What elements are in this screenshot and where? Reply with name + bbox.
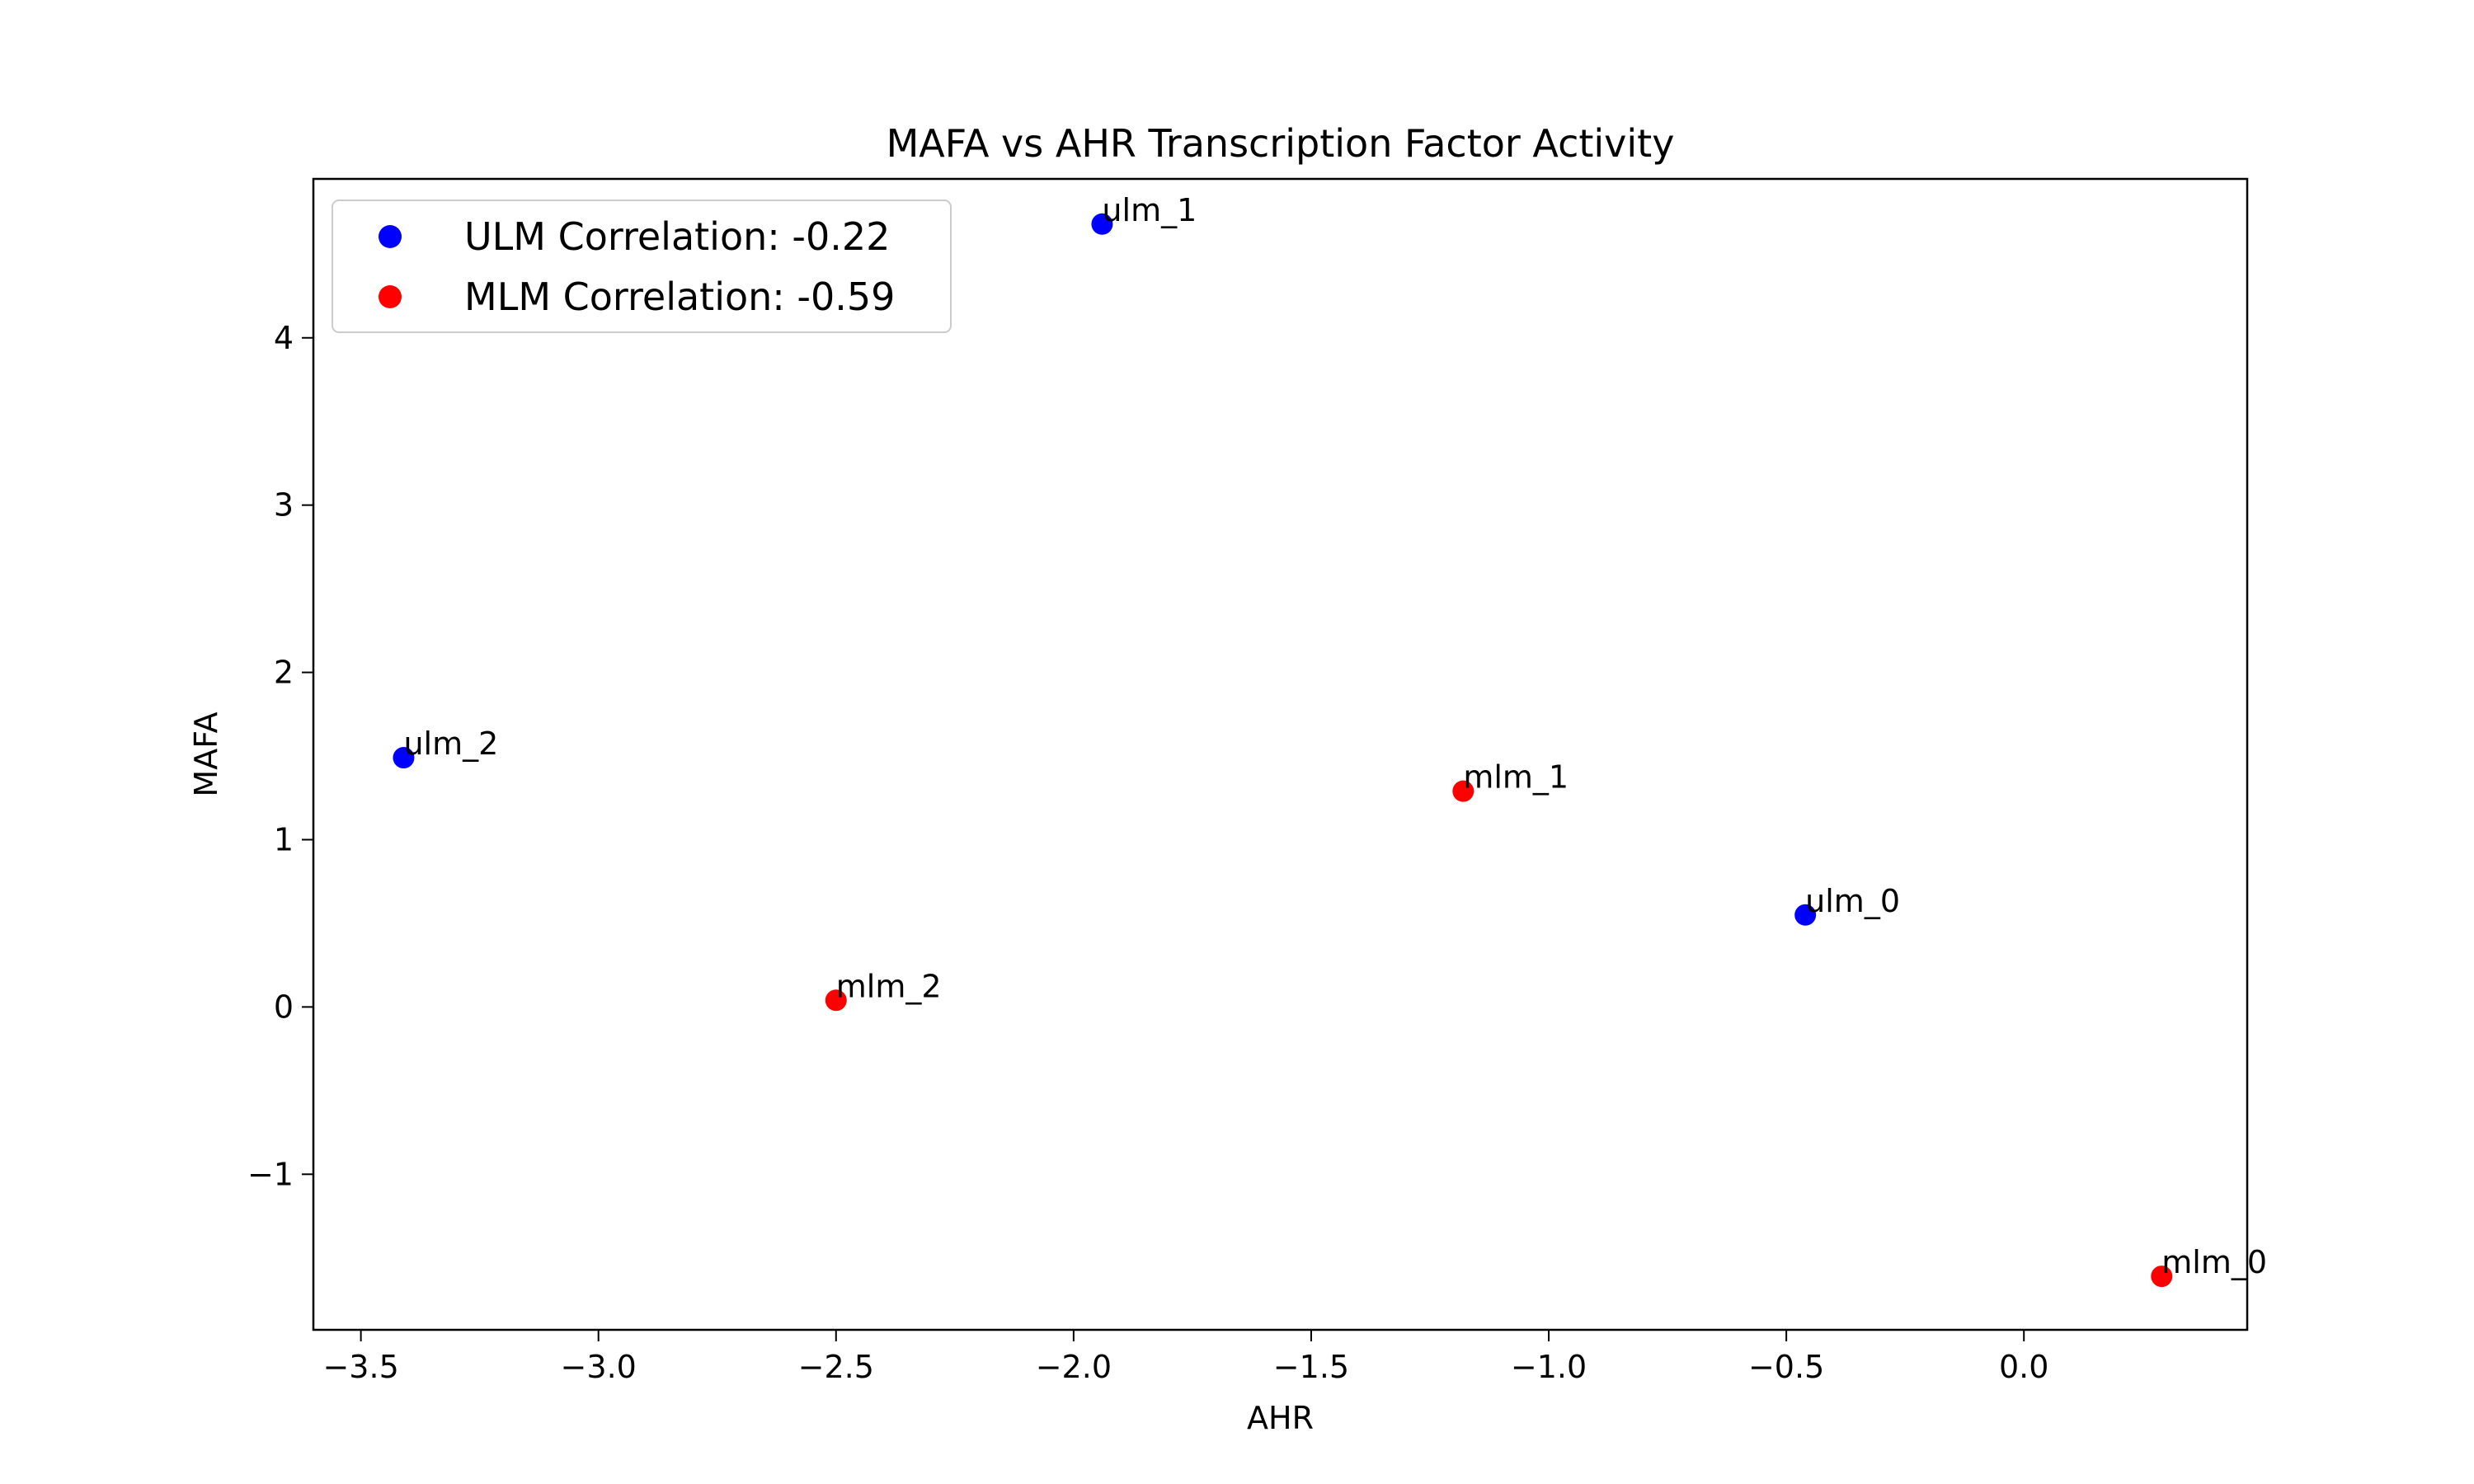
point-label-mlm_2: mlm_2 xyxy=(836,968,942,1004)
x-tick-label: −0.5 xyxy=(1748,1349,1824,1385)
data-points: ulm_0 ulm_1 ulm_2 mlm_0 mlm_1 mlm_2 xyxy=(393,192,2267,1288)
legend-marker xyxy=(379,285,402,308)
x-tick-label: −3.5 xyxy=(322,1349,398,1385)
x-tick-label: −1.0 xyxy=(1511,1349,1587,1385)
data-point-mlm_0 xyxy=(2151,1266,2173,1288)
axis-ticks: −3.5 −3.0 −2.5 −2.0 −1.5 −1.0 −0.5 0.0 −1 0 1 2 3 4 xyxy=(247,320,2048,1385)
legend-entry: MLM Correlation: -0.59 xyxy=(464,275,895,319)
data-point-ulm_2 xyxy=(393,747,415,769)
y-tick-label: −1 xyxy=(247,1156,294,1192)
data-point-mlm_1 xyxy=(1452,780,1475,802)
legend: ULM Correlation: -0.22 MLM Correlation: -… xyxy=(332,200,952,333)
data-point-ulm_0 xyxy=(1794,904,1817,926)
data-point-ulm_1 xyxy=(1091,213,1113,235)
legend-marker xyxy=(379,225,402,248)
x-tick-label: −2.5 xyxy=(798,1349,874,1385)
x-tick-label: −2.0 xyxy=(1036,1349,1112,1385)
x-tick-label: −3.0 xyxy=(561,1349,637,1385)
x-tick-label: 0.0 xyxy=(1999,1349,2048,1385)
y-tick-label: 0 xyxy=(274,989,294,1025)
chart-title: MAFA vs AHR Transcription Factor Activit… xyxy=(887,121,1675,166)
plot-frame xyxy=(312,177,2249,1331)
y-tick-label: 1 xyxy=(274,821,294,857)
point-label-mlm_0: mlm_0 xyxy=(2161,1244,2267,1280)
x-axis-label: AHR xyxy=(1247,1400,1314,1436)
legend-box xyxy=(332,200,952,333)
point-label-ulm_1: ulm_1 xyxy=(1102,192,1197,228)
point-label-ulm_2: ulm_2 xyxy=(403,726,498,762)
data-point-mlm_2 xyxy=(825,989,847,1012)
point-label-mlm_1: mlm_1 xyxy=(1463,759,1569,796)
legend-entry: ULM Correlation: -0.22 xyxy=(464,214,890,259)
y-tick-label: 2 xyxy=(274,655,294,691)
point-label-ulm_0: ulm_0 xyxy=(1805,883,1900,919)
y-axis-label: MAFA xyxy=(188,711,224,796)
x-tick-label: −1.5 xyxy=(1273,1349,1349,1385)
y-tick-label: 3 xyxy=(274,487,294,524)
y-tick-label: 4 xyxy=(274,320,294,356)
